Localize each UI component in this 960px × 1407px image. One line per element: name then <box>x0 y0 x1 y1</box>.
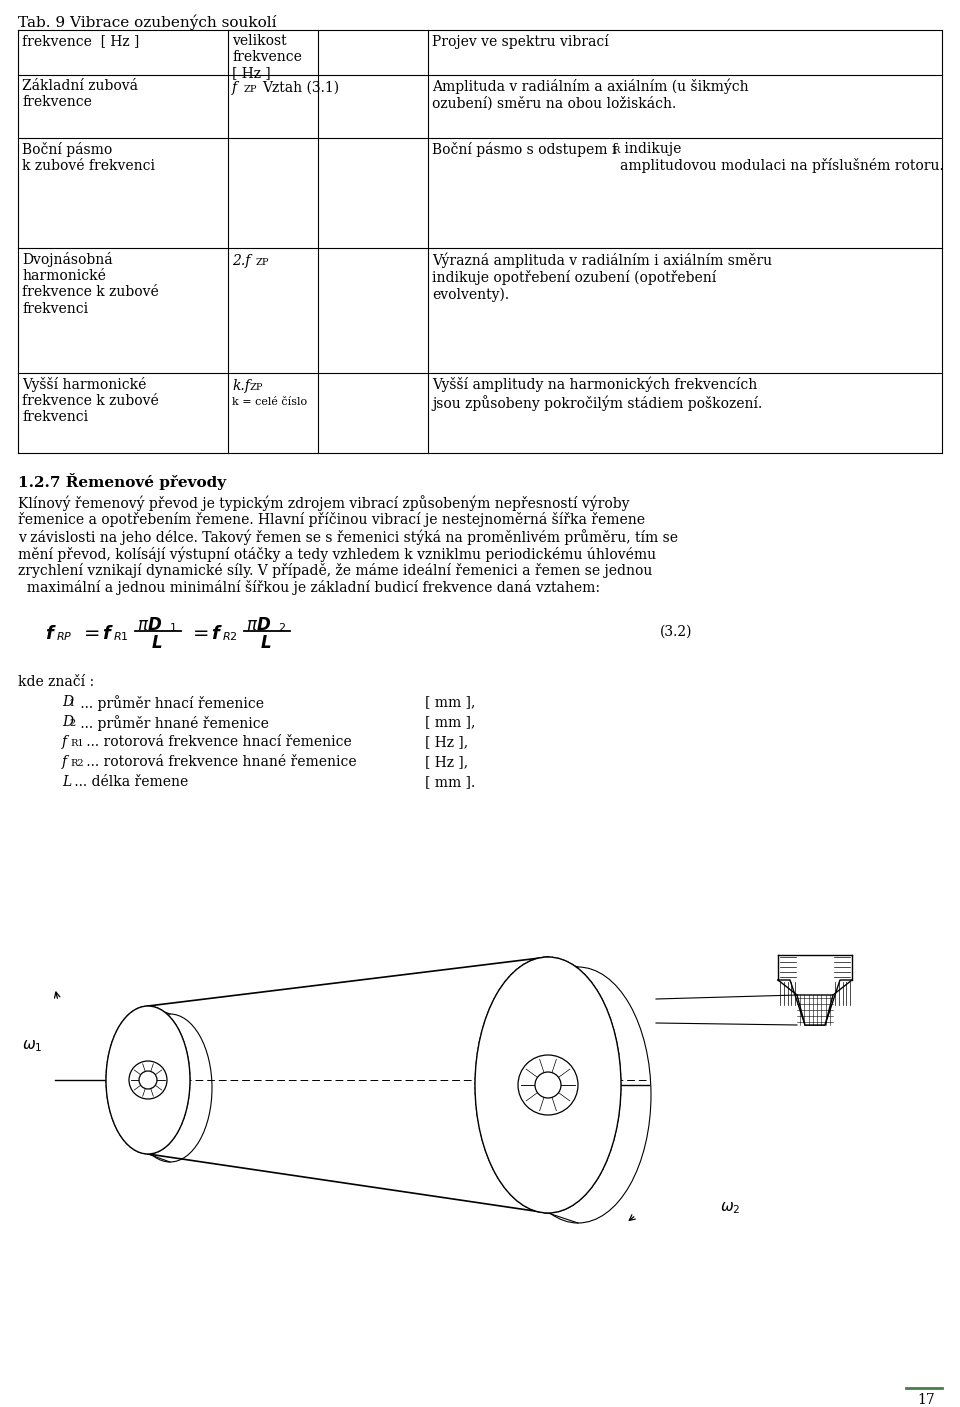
Text: $\pi \bfit{D}$: $\pi \bfit{D}$ <box>246 618 271 635</box>
Text: zrychlení vznikají dynamické síly. V případě, že máme ideální řemenici a řemen s: zrychlení vznikají dynamické síly. V pří… <box>18 563 653 578</box>
Text: k.f: k.f <box>232 378 250 393</box>
Text: $\omega_1$: $\omega_1$ <box>22 1038 42 1054</box>
Text: f: f <box>62 756 67 770</box>
Circle shape <box>535 1072 561 1097</box>
Text: $RP$: $RP$ <box>56 630 72 642</box>
Text: R2: R2 <box>70 758 84 768</box>
Text: [ mm ].: [ mm ]. <box>425 775 475 789</box>
Text: Amplituda v radiálním a axiálním (u šikmých
ozubení) směru na obou ložiskách.: Amplituda v radiálním a axiálním (u šikm… <box>432 79 749 111</box>
Text: Boční pásmo
k zubové frekvenci: Boční pásmo k zubové frekvenci <box>22 142 155 173</box>
Text: Projev ve spektru vibrací: Projev ve spektru vibrací <box>432 34 609 49</box>
Text: f: f <box>232 82 237 96</box>
Text: f: f <box>62 734 67 749</box>
Text: $=$: $=$ <box>80 623 100 642</box>
Text: [ Hz ],: [ Hz ], <box>425 756 468 770</box>
Text: D: D <box>62 715 73 729</box>
Text: $\bfit{L}$: $\bfit{L}$ <box>151 635 162 651</box>
Text: ZP: ZP <box>250 383 263 393</box>
Text: ZP: ZP <box>256 257 270 267</box>
Circle shape <box>139 1071 157 1089</box>
Text: Klínový řemenový převod je typickým zdrojem vibrací způsobeným nepřesností výrob: Klínový řemenový převod je typickým zdro… <box>18 495 630 511</box>
Text: Dvojnásobná
harmonické
frekvence k zubové
frekvenci: Dvojnásobná harmonické frekvence k zubov… <box>22 252 158 315</box>
Text: L: L <box>62 775 71 789</box>
Text: velikost
frekvence
[ Hz ]: velikost frekvence [ Hz ] <box>232 34 301 80</box>
Text: ... průměr hnací řemenice: ... průměr hnací řemenice <box>76 695 264 711</box>
Text: ... rotorová frekvence hnací řemenice: ... rotorová frekvence hnací řemenice <box>82 734 351 749</box>
Text: [ mm ],: [ mm ], <box>425 715 475 729</box>
Text: mění převod, kolísájí výstupní otáčky a tedy vzhledem k vzniklmu periodickému úh: mění převod, kolísájí výstupní otáčky a … <box>18 546 656 561</box>
Text: $1$: $1$ <box>169 620 177 633</box>
Text: [ Hz ],: [ Hz ], <box>425 734 468 749</box>
Text: 1.2.7 Řemenové převody: 1.2.7 Řemenové převody <box>18 473 227 490</box>
Text: kde značí :: kde značí : <box>18 675 94 689</box>
Text: řemenice a opotřebením řemene. Hlavní příčinou vibrací je nestejnoměrná šířka ře: řemenice a opotřebením řemene. Hlavní př… <box>18 512 645 528</box>
Text: ... průměr hnané řemenice: ... průměr hnané řemenice <box>76 715 269 730</box>
Text: 1: 1 <box>69 699 75 708</box>
Text: ... rotorová frekvence hnané řemenice: ... rotorová frekvence hnané řemenice <box>82 756 356 770</box>
Text: indikuje
amplitudovou modulaci na příslušném rotoru.: indikuje amplitudovou modulaci na příslu… <box>620 142 944 173</box>
Text: k = celé číslo: k = celé číslo <box>232 397 307 407</box>
Text: $\bfit{f}$: $\bfit{f}$ <box>45 625 57 643</box>
Text: 2: 2 <box>69 719 75 727</box>
Text: [ mm ],: [ mm ], <box>425 695 475 709</box>
Text: $=$: $=$ <box>189 623 209 642</box>
Text: maximální a jednou minimální šířkou je základní budicí frekvence daná vztahem:: maximální a jednou minimální šířkou je z… <box>18 580 600 595</box>
Text: ... délka řemene: ... délka řemene <box>70 775 188 789</box>
Text: $\bfit{f}$: $\bfit{f}$ <box>102 625 113 643</box>
Text: frekvence  [ Hz ]: frekvence [ Hz ] <box>22 34 139 48</box>
Text: Vyšší harmonické
frekvence k zubové
frekvenci: Vyšší harmonické frekvence k zubové frek… <box>22 377 158 425</box>
Text: D: D <box>62 695 73 709</box>
Text: $\bfit{f}$: $\bfit{f}$ <box>211 625 223 643</box>
Text: ZP: ZP <box>244 84 257 94</box>
Text: (3.2): (3.2) <box>660 625 692 639</box>
Text: Vztah (3.1): Vztah (3.1) <box>262 82 339 96</box>
Ellipse shape <box>475 957 621 1213</box>
Text: Boční pásmo s odstupem f: Boční pásmo s odstupem f <box>432 142 617 158</box>
Text: $\bfit{L}$: $\bfit{L}$ <box>260 635 272 651</box>
Text: $\omega_2$: $\omega_2$ <box>720 1200 740 1216</box>
Text: R1: R1 <box>70 739 84 749</box>
Circle shape <box>129 1061 167 1099</box>
Text: Výrazná amplituda v radiálním i axiálním směru
indikuje opotřebení ozubení (opot: Výrazná amplituda v radiálním i axiálním… <box>432 252 772 301</box>
Text: $R1$: $R1$ <box>113 630 129 642</box>
Text: 2.f: 2.f <box>232 255 251 267</box>
Text: $2$: $2$ <box>278 620 286 633</box>
Text: Tab. 9 Vibrace ozubených soukolí: Tab. 9 Vibrace ozubených soukolí <box>18 14 276 30</box>
Ellipse shape <box>106 1006 190 1154</box>
Text: Základní zubová
frekvence: Základní zubová frekvence <box>22 79 138 110</box>
Text: v závislosti na jeho délce. Takový řemen se s řemenici stýká na proměnlivém prům: v závislosti na jeho délce. Takový řemen… <box>18 529 678 545</box>
Text: $\pi \bfit{D}$: $\pi \bfit{D}$ <box>137 618 162 635</box>
Polygon shape <box>797 995 833 1026</box>
Text: R: R <box>612 146 619 155</box>
Text: Vyšší amplitudy na harmonických frekvencích
jsou způsobeny pokročilým stádiem po: Vyšší amplitudy na harmonických frekvenc… <box>432 377 762 411</box>
Text: $R2$: $R2$ <box>222 630 238 642</box>
Text: 17: 17 <box>917 1393 935 1407</box>
Circle shape <box>518 1055 578 1114</box>
